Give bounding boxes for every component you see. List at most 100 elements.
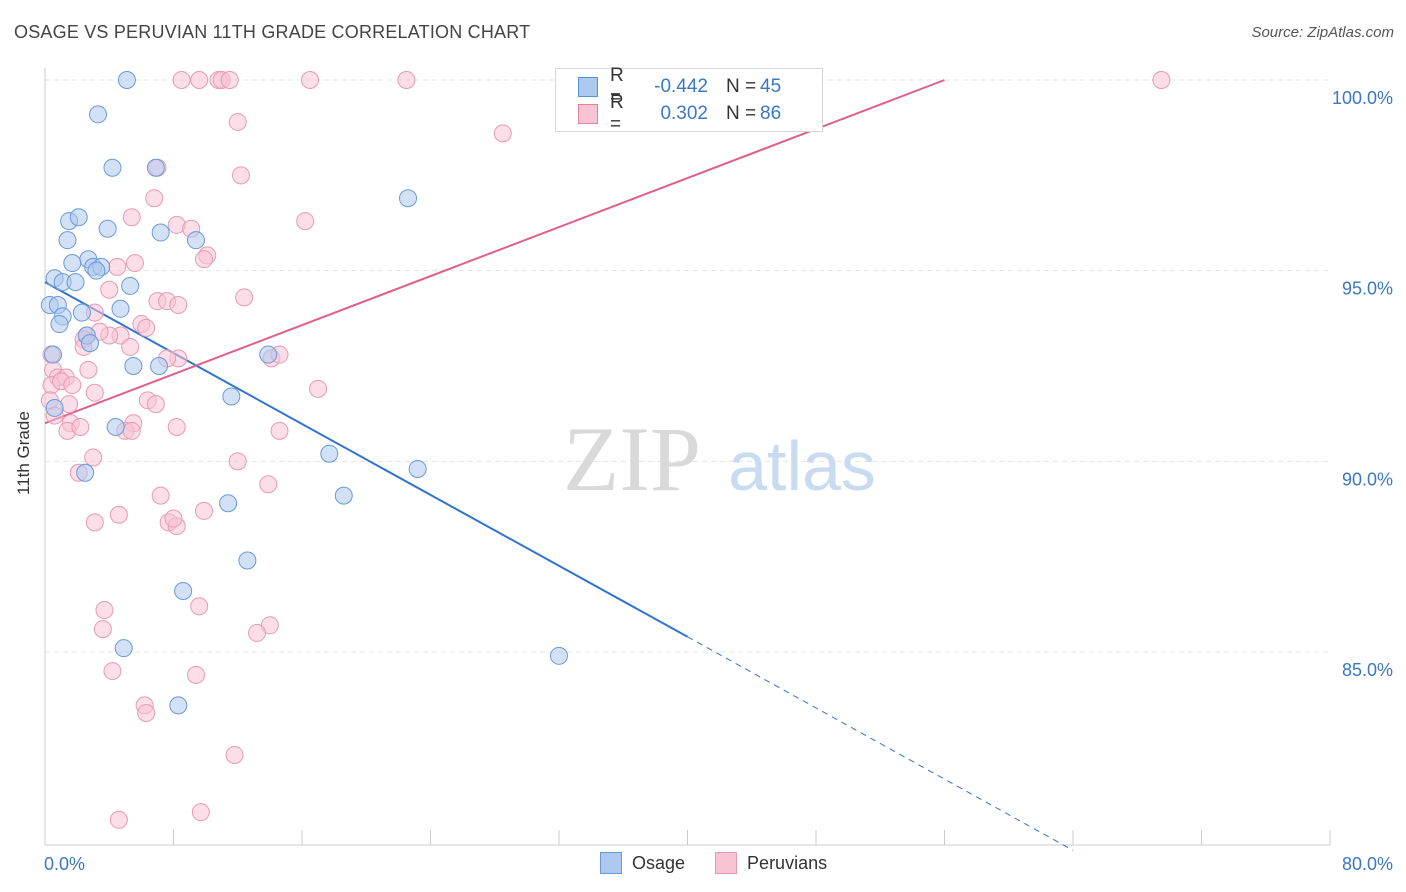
osage-point bbox=[69, 208, 88, 227]
peruvians-legend-swatch bbox=[715, 852, 738, 874]
peruvians-point bbox=[167, 418, 186, 437]
peruvians-point bbox=[235, 288, 254, 307]
osage-point bbox=[44, 345, 63, 364]
peruvians-point bbox=[248, 623, 267, 642]
osage-legend-swatch bbox=[600, 852, 622, 874]
osage-trend-line bbox=[44, 281, 688, 638]
y-tick-label: 85.0% bbox=[1342, 660, 1393, 680]
n-value: 86 bbox=[760, 103, 782, 124]
peruvians-point bbox=[493, 124, 512, 143]
peruvians-point bbox=[93, 620, 112, 639]
peruvians-point bbox=[122, 208, 141, 227]
osage-point bbox=[117, 71, 136, 89]
peruvians-point bbox=[172, 71, 191, 89]
n-value: 45 bbox=[760, 76, 782, 97]
y-axis-label: 11th Grade bbox=[14, 411, 33, 495]
peruvians-point bbox=[95, 601, 114, 620]
peruvians-point bbox=[71, 418, 90, 437]
chart-title: OSAGE VS PERUVIAN 11TH GRADE CORRELATION… bbox=[14, 22, 531, 42]
osage-point bbox=[151, 223, 170, 242]
legend-item-osage[interactable]: Osage bbox=[600, 852, 685, 874]
y-tick-label: 95.0% bbox=[1342, 279, 1393, 299]
osage-legend-label: Osage bbox=[632, 852, 686, 873]
peruvians-legend-label: Peruvians bbox=[747, 852, 828, 873]
peruvians-point bbox=[108, 257, 127, 276]
legend-row-peruvians: R = 0.302 N = 86 bbox=[578, 92, 782, 135]
peruvians-point bbox=[164, 509, 183, 528]
osage-point bbox=[58, 231, 77, 250]
osage-point bbox=[87, 261, 106, 280]
osage-point bbox=[169, 696, 188, 715]
peruvians-point bbox=[195, 501, 214, 520]
osage-point bbox=[89, 105, 108, 124]
osage-point bbox=[408, 459, 427, 478]
series-legend: Osage Peruvians bbox=[600, 852, 857, 874]
y-tick-label: 100.0% bbox=[1332, 88, 1393, 108]
osage-point bbox=[174, 581, 193, 600]
peruvians-point bbox=[270, 421, 289, 440]
osage-point bbox=[66, 273, 85, 292]
peruvians-point bbox=[397, 71, 416, 89]
peruvians-point bbox=[190, 597, 209, 616]
peruvians-point bbox=[259, 475, 278, 494]
peruvians-point bbox=[309, 379, 328, 398]
peruvians-point bbox=[169, 295, 188, 314]
osage-points bbox=[40, 71, 568, 715]
osage-point bbox=[111, 299, 130, 318]
osage-point bbox=[114, 639, 133, 658]
peruvians-point bbox=[109, 505, 128, 524]
osage-point bbox=[50, 315, 69, 334]
peruvians-point bbox=[137, 318, 156, 337]
osage-point bbox=[72, 303, 91, 322]
r-label: R = bbox=[610, 92, 624, 135]
peruvians-point bbox=[100, 280, 119, 299]
peruvians-point bbox=[109, 810, 128, 829]
peruvians-point bbox=[1152, 71, 1171, 89]
osage-point bbox=[219, 494, 238, 513]
osage-point bbox=[106, 418, 125, 437]
trend-lines bbox=[44, 79, 1074, 851]
peruvians-point bbox=[191, 803, 210, 822]
osage-point bbox=[399, 189, 418, 208]
peruvians-point bbox=[121, 337, 140, 356]
osage-point bbox=[124, 357, 143, 375]
correlation-legend: R = -0.442 N = 45 R = 0.302 N = 86 bbox=[555, 65, 823, 135]
osage-point bbox=[238, 551, 257, 570]
peruvians-point bbox=[301, 71, 320, 89]
osage-point bbox=[550, 646, 568, 665]
osage-swatch bbox=[578, 77, 598, 97]
peruvians-point bbox=[220, 71, 239, 89]
peruvians-point bbox=[63, 376, 82, 395]
peruvians-point bbox=[228, 112, 247, 131]
osage-point bbox=[150, 357, 169, 375]
osage-point bbox=[334, 486, 353, 505]
legend-item-peruvians[interactable]: Peruvians bbox=[715, 852, 827, 874]
peruvians-point bbox=[190, 71, 209, 89]
peruvians-point bbox=[103, 662, 122, 681]
peruvians-point bbox=[231, 166, 250, 185]
osage-point bbox=[146, 158, 165, 177]
y-axis-label-wrap: 11th Grade bbox=[14, 371, 34, 495]
osage-point bbox=[259, 345, 278, 364]
peruvians-trend-line bbox=[44, 79, 945, 425]
peruvians-point bbox=[85, 383, 104, 402]
peruvians-point bbox=[137, 704, 156, 723]
y-tick-label: 90.0% bbox=[1342, 469, 1393, 489]
x-tick-label: 0.0% bbox=[44, 854, 85, 874]
r-value: 0.302 bbox=[660, 103, 708, 124]
tick-labels: 85.0% 90.0% 95.0% 100.0% 0.0% 80.0% bbox=[44, 88, 1393, 874]
peruvians-point bbox=[151, 486, 170, 505]
osage-point bbox=[80, 334, 99, 353]
legend-row-osage: R = -0.442 N = 45 bbox=[578, 65, 782, 108]
osage-point bbox=[222, 387, 241, 406]
osage-point bbox=[103, 158, 122, 177]
peruvians-point bbox=[195, 250, 214, 269]
axes bbox=[44, 68, 1331, 846]
peruvians-point bbox=[225, 745, 244, 764]
peruvians-point bbox=[84, 448, 103, 467]
r-value: -0.442 bbox=[654, 76, 708, 97]
peruvians-point bbox=[85, 513, 104, 532]
peruvians-point bbox=[79, 360, 98, 379]
osage-point bbox=[186, 231, 205, 250]
